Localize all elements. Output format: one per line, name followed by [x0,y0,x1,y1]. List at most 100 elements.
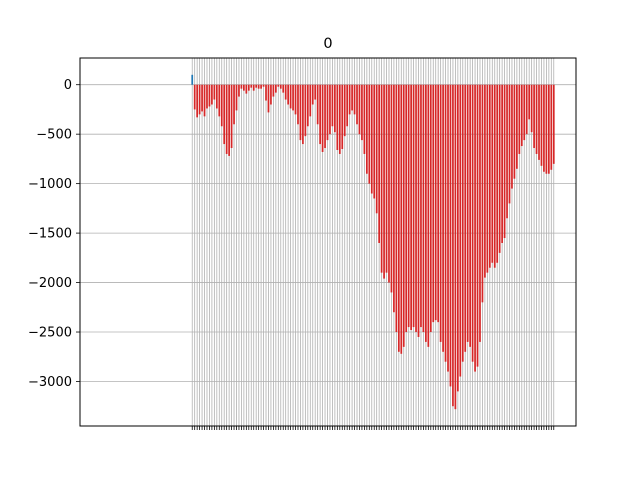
bar [343,84,346,137]
bar [422,84,425,333]
bar [336,84,339,150]
bar [329,84,331,135]
bar [220,84,223,127]
bar [449,84,452,387]
bar [321,84,324,152]
bar [265,84,267,101]
bar [375,84,378,214]
bar [461,84,464,362]
bar [469,84,472,347]
bar [543,84,545,172]
y-axis: 0 −500 −1000 −1500 −2000 −2500 −3000 [28,78,80,390]
bar [331,84,334,127]
bar [466,84,469,342]
bar [479,84,481,342]
bar [245,84,248,94]
chart-title: 0 [323,36,332,52]
bar [550,84,553,170]
bar [299,84,302,141]
bar [267,84,270,113]
bar [272,84,275,97]
bar [211,84,213,105]
bar [525,84,528,135]
bar [282,84,285,93]
bar [334,84,336,133]
bar [405,84,408,333]
bar [213,84,216,100]
bar [491,84,494,263]
bar [378,84,381,243]
bars [191,74,555,410]
bar [289,84,292,109]
bar [284,84,287,100]
bar [309,84,312,117]
bar [429,84,432,333]
bar [547,84,550,174]
bar [201,84,203,112]
bar [233,84,235,125]
bar [257,84,260,89]
bar [486,84,489,273]
bar [208,84,211,107]
bar [270,84,272,105]
bar [437,84,440,323]
bar [356,84,358,125]
bar [442,84,444,352]
bar [530,84,533,133]
bar [481,84,484,303]
bar [358,84,361,135]
y-tick-label: 0 [64,78,72,93]
bar [488,84,491,268]
bar [351,84,353,111]
bar [439,84,442,342]
bar [511,84,513,189]
bar [338,84,341,154]
bar [456,84,459,392]
bar [417,84,420,337]
bar [538,84,540,160]
bar [365,84,368,174]
bar [240,84,243,89]
bar [410,84,412,331]
bar [324,84,326,149]
bar [484,84,486,278]
bar [498,84,501,253]
bar [388,84,390,283]
bar [225,84,228,154]
bar [518,84,521,154]
bar [368,84,371,184]
bar [496,84,499,263]
bar [493,84,496,268]
bar [501,84,503,243]
bar [353,84,356,115]
bar [432,84,435,323]
bar [341,84,344,150]
bar [503,84,506,239]
bar [523,84,526,141]
bar [215,84,218,109]
bar [380,84,383,273]
bar [238,84,240,97]
bar [520,84,523,147]
bar [274,84,277,93]
bar [230,84,233,149]
bar [252,84,255,91]
bar [412,84,415,328]
bar [262,84,265,87]
bar [235,84,238,111]
bar [464,84,467,352]
bar [228,84,230,156]
bar [533,84,535,149]
bar [279,84,282,89]
bar [390,84,393,293]
bar [319,84,321,145]
y-tick-label: −2500 [28,326,72,341]
y-tick-label: −2000 [28,276,72,291]
bar [223,84,226,145]
bar [297,84,299,125]
bar [196,84,199,118]
bar [277,84,280,87]
bar [535,84,538,154]
bar [474,84,476,372]
